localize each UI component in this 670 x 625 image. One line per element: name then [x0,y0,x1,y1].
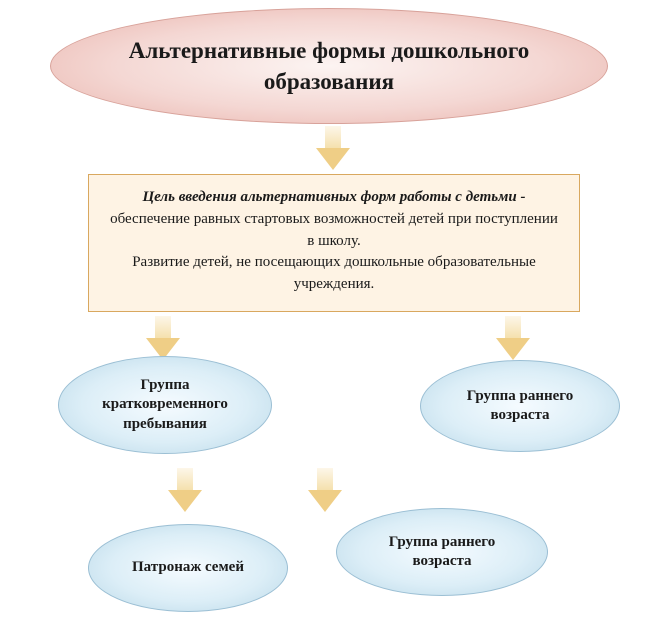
arrow-down-icon [168,468,202,514]
node-label: Группа кратковременного пребывания [89,376,241,435]
goal-lead: Цель введения альтернативных форм работы… [142,189,525,205]
diagram-title: Альтернативные формы дошкольного образов… [81,35,577,97]
node-label: Группа раннего возраста [451,387,589,426]
arrow-down-icon [316,126,350,172]
goal-body-1: обеспечение равных стартовых возможносте… [110,211,558,249]
node-early-age-group-2: Группа раннего возраста [336,508,548,596]
node-early-age-group-1: Группа раннего возраста [420,360,620,452]
goal-box: Цель введения альтернативных форм работы… [88,174,580,312]
node-label: Группа раннего возраста [367,533,517,572]
title-ellipse: Альтернативные формы дошкольного образов… [50,8,608,124]
arrow-down-icon [308,468,342,514]
arrow-down-icon [496,316,530,362]
node-short-stay-group: Группа кратковременного пребывания [58,356,272,454]
goal-body-2: Развитие детей, не посещающих дошкольные… [132,254,536,292]
node-label: Патронаж семей [132,558,244,578]
node-family-patronage: Патронаж семей [88,524,288,612]
